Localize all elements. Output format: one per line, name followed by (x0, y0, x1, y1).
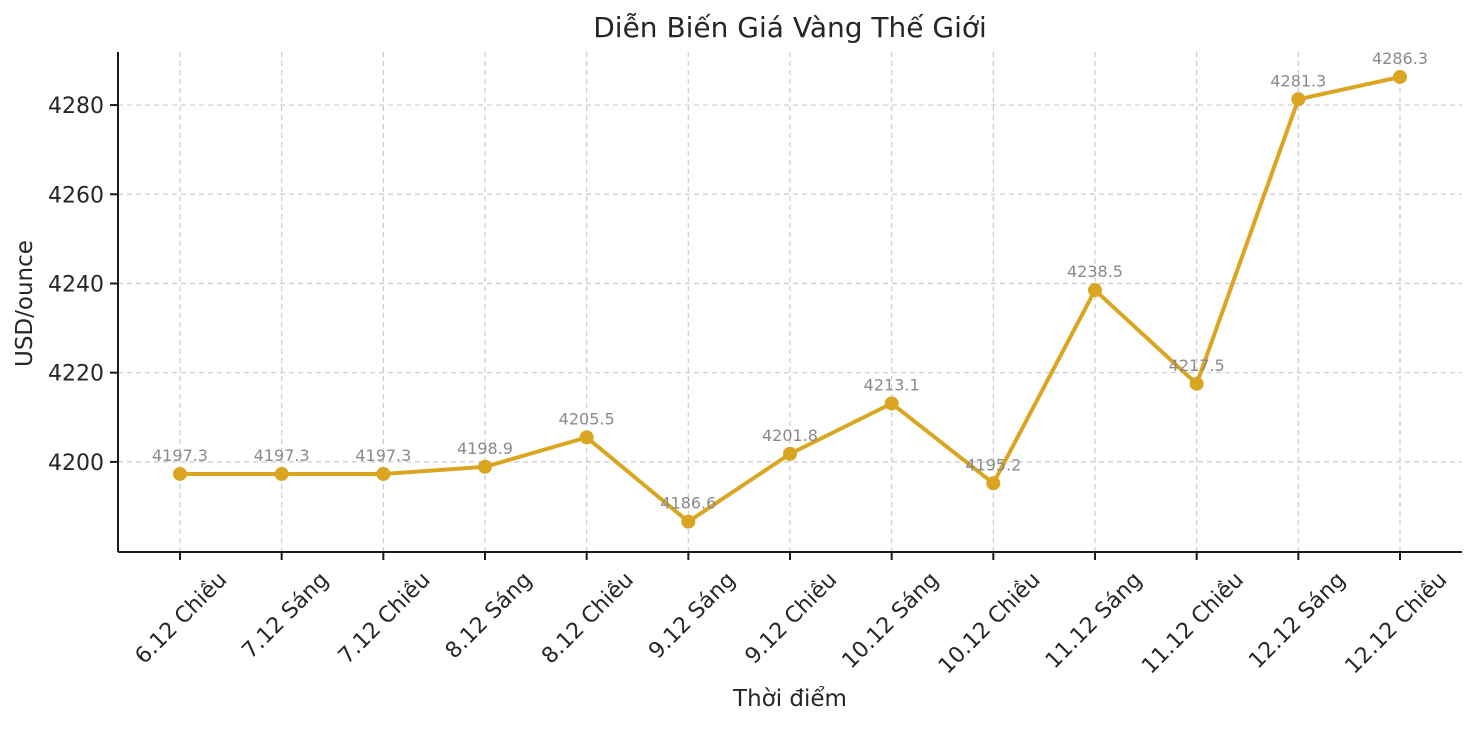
data-point-label: 4205.5 (559, 409, 615, 428)
x-tick-label: 8.12 Sáng (441, 568, 537, 664)
data-point-label: 4186.6 (660, 494, 716, 513)
data-point-label: 4238.5 (1067, 262, 1123, 281)
data-point-marker (1291, 92, 1306, 107)
data-point-marker (1189, 376, 1204, 391)
data-point-marker (986, 476, 1001, 491)
x-tick-label: 7.12 Chiều (334, 568, 436, 670)
data-point-label: 4197.3 (254, 446, 310, 465)
y-tick-label: 4220 (48, 362, 104, 387)
x-tick-label: 12.12 Chiều (1341, 568, 1453, 680)
x-tick-label: 9.12 Sáng (644, 568, 740, 664)
data-point-label: 4213.1 (864, 375, 920, 394)
y-tick-label: 4240 (48, 272, 104, 297)
data-point-label: 4197.3 (355, 446, 411, 465)
data-point-marker (1088, 283, 1102, 298)
data-point-marker (579, 430, 594, 445)
data-point-label: 4217.5 (1169, 356, 1225, 375)
data-point-marker (478, 459, 492, 474)
x-tick-label: 10.12 Chiều (934, 568, 1046, 680)
y-axis-label: USD/ounce (12, 240, 38, 367)
x-tick-label: 11.12 Sáng (1041, 568, 1147, 674)
y-tick-label: 4280 (48, 94, 104, 119)
x-tick-label: 11.12 Chiều (1137, 568, 1249, 680)
x-tick-label: 12.12 Sáng (1244, 568, 1350, 674)
x-tick-label: 8.12 Chiều (537, 568, 639, 670)
y-tick-label: 4260 (48, 183, 104, 208)
x-axis-label: Thời điểm (733, 686, 847, 712)
data-point-marker (376, 466, 391, 481)
chart-title: Diễn Biến Giá Vàng Thế Giới (593, 11, 987, 44)
data-point-label: 4281.3 (1270, 71, 1326, 90)
data-point-marker (173, 466, 187, 481)
x-tick-label: 9.12 Chiều (741, 568, 843, 670)
data-point-marker (783, 446, 797, 461)
data-point-marker (274, 466, 289, 481)
data-point-label: 4201.8 (762, 426, 818, 445)
data-point-marker (1393, 69, 1407, 84)
y-tick-label: 4200 (48, 451, 104, 476)
data-point-label: 4198.9 (457, 439, 513, 458)
data-point-marker (681, 514, 696, 529)
data-point-marker (884, 396, 899, 411)
x-tick-label: 6.12 Chiều (131, 568, 233, 670)
x-tick-label: 10.12 Sáng (838, 568, 944, 674)
data-point-label: 4286.3 (1372, 49, 1428, 68)
x-tick-label: 7.12 Sáng (237, 568, 333, 664)
data-point-label: 4195.2 (965, 455, 1021, 474)
data-point-label: 4197.3 (152, 446, 208, 465)
